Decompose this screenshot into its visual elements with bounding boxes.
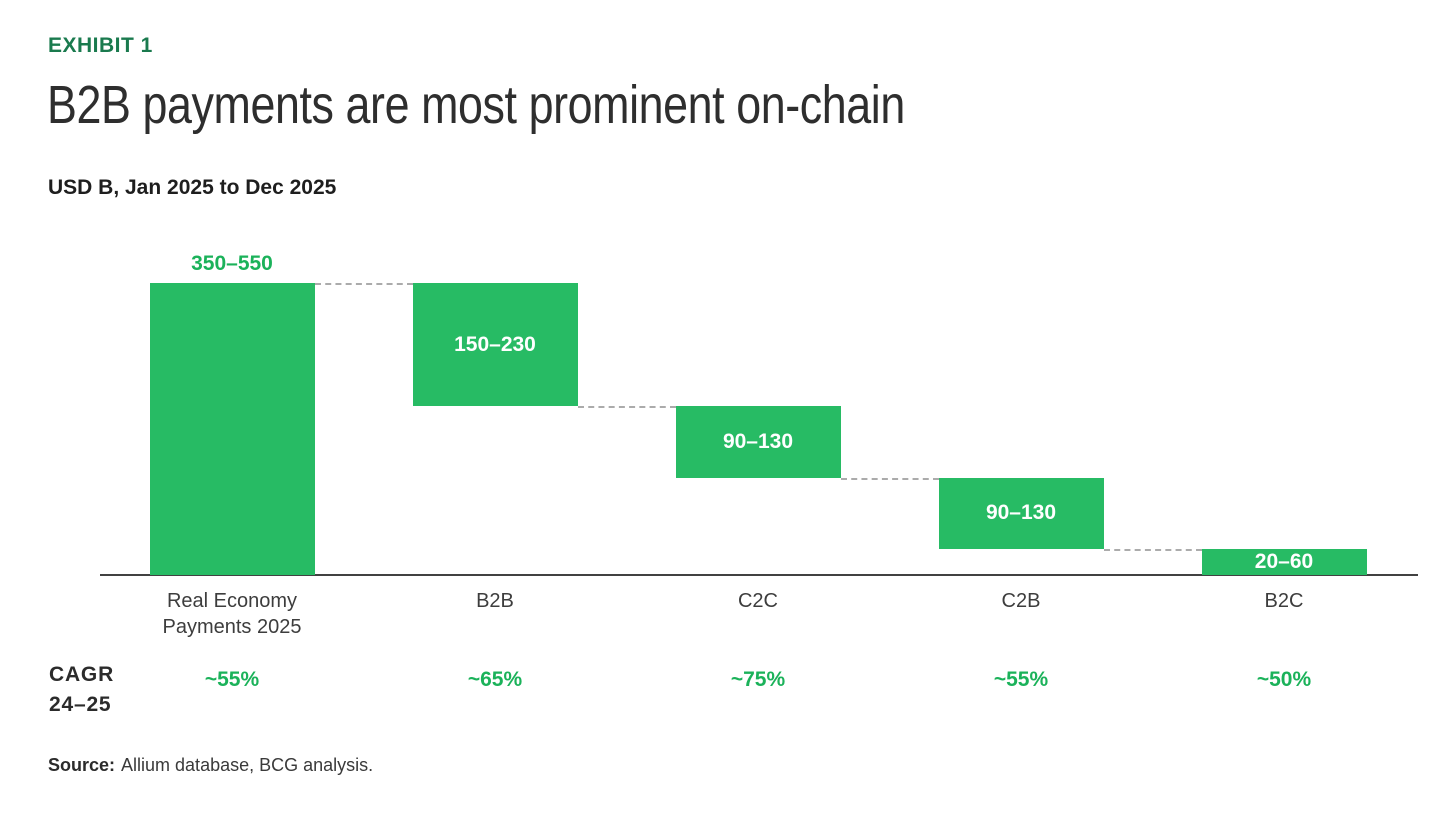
cagr-row-label-line1: CAGR [49, 663, 115, 686]
waterfall-bar [1201, 549, 1367, 575]
waterfall-bar [675, 406, 841, 478]
category-label: C2C [737, 590, 778, 612]
bar-value-label: 90–130 [985, 501, 1057, 525]
waterfall-connector [577, 406, 676, 409]
category-label: B2C [1264, 590, 1304, 612]
bar-value-label: 20–60 [1254, 550, 1314, 574]
waterfall-connector [1103, 549, 1202, 552]
waterfall-bar [412, 283, 578, 407]
page-title: B2B payments are most prominent on-chain [47, 75, 905, 135]
category-label: C2B [1001, 590, 1041, 612]
cagr-value: ~65% [467, 668, 523, 691]
waterfall-bar [938, 477, 1104, 550]
cagr-value: ~55% [993, 668, 1049, 691]
cagr-value: ~75% [730, 668, 786, 691]
category-label: Real Economy Payments 2025 [162, 590, 302, 638]
waterfall-connector [314, 283, 413, 285]
cagr-row-label: CAGR 24–25 [49, 660, 114, 720]
x-axis-line [100, 574, 1418, 576]
waterfall-connector [840, 477, 939, 480]
chart-units-subtitle: USD B, Jan 2025 to Dec 2025 [48, 176, 337, 199]
source-label: Source: [48, 755, 116, 775]
cagr-value: ~55% [204, 668, 260, 691]
source-note: Source: Allium database, BCG analysis. [48, 755, 373, 776]
bar-value-label: 350–550 [191, 252, 273, 275]
waterfall-bar [149, 283, 315, 575]
bar-value-label: 150–230 [454, 332, 536, 356]
source-text: Allium database, BCG analysis. [121, 755, 374, 775]
cagr-row-label-line2: 24–25 [49, 692, 112, 716]
cagr-value: ~50% [1256, 668, 1312, 691]
exhibit-label: EXHIBIT 1 [48, 34, 153, 57]
bar-value-label: 90–130 [722, 429, 794, 453]
category-label: B2B [476, 590, 514, 612]
